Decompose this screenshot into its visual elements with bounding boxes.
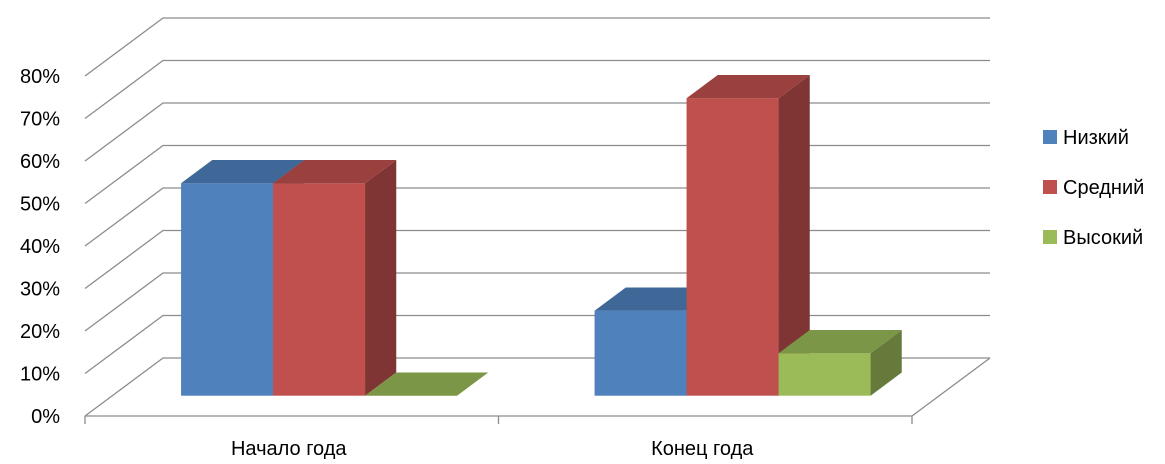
- y-tick-label: 70%: [20, 109, 60, 131]
- bar-front: [273, 183, 366, 396]
- bar-top: [365, 372, 489, 396]
- y-tick-label: 30%: [20, 279, 60, 301]
- bar-top: [181, 160, 305, 184]
- legend-swatch: [1043, 130, 1057, 144]
- gridline: [84, 59, 990, 120]
- floor-edge: [911, 357, 991, 417]
- y-tick-label: 60%: [20, 151, 60, 173]
- bar: [778, 330, 902, 396]
- legend-swatch: [1043, 230, 1057, 244]
- bar: [365, 372, 489, 396]
- bar: [686, 75, 810, 396]
- x-axis-category-labels: Начало года Конец года: [231, 438, 754, 460]
- y-axis-tick-labels: 0% 10% 20% 30% 40% 50% 60% 70% 80%: [20, 66, 60, 428]
- y-tick-label: 0%: [31, 406, 60, 428]
- y-tick-label: 20%: [20, 321, 60, 343]
- bar-top: [778, 330, 902, 354]
- legend: Низкий Средний Высокий: [1043, 127, 1144, 249]
- y-tick-label: 10%: [20, 364, 60, 386]
- bar-side: [778, 75, 810, 396]
- legend-item: Средний: [1043, 177, 1144, 199]
- axes: [84, 357, 991, 424]
- legend-label: Средний: [1063, 177, 1144, 199]
- bar-front: [686, 98, 779, 396]
- gridline: [84, 17, 990, 77]
- x-category-label: Конец года: [651, 438, 754, 460]
- legend-item: Низкий: [1043, 127, 1129, 149]
- legend-label: Низкий: [1063, 127, 1129, 149]
- bar-front: [778, 353, 871, 396]
- bar-top: [273, 160, 397, 184]
- x-category-label: Начало года: [231, 438, 347, 460]
- bar-front: [594, 310, 687, 396]
- gridlines: [84, 17, 990, 417]
- bar-front: [181, 183, 274, 396]
- y-tick-label: 50%: [20, 194, 60, 216]
- bar: [273, 160, 397, 396]
- gridline: [84, 102, 990, 162]
- bar-side: [365, 160, 397, 396]
- bar-side: [870, 330, 902, 396]
- y-tick-label: 40%: [20, 236, 60, 258]
- legend-item: Высокий: [1043, 227, 1143, 249]
- bar-top: [686, 75, 810, 99]
- bars: [181, 75, 902, 396]
- legend-label: Высокий: [1063, 227, 1143, 249]
- y-tick-label: 80%: [20, 66, 60, 88]
- legend-swatch: [1043, 180, 1057, 194]
